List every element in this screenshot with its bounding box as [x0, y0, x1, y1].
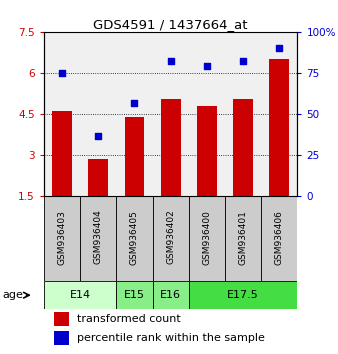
Text: E15: E15	[124, 290, 145, 300]
Point	[96, 133, 101, 138]
Bar	[225, 196, 261, 281]
Bar	[44, 196, 80, 281]
Bar	[269, 59, 289, 196]
Bar	[197, 106, 217, 196]
Bar	[52, 112, 72, 196]
Text: GSM936405: GSM936405	[130, 210, 139, 264]
Bar	[54, 312, 69, 326]
Point	[240, 59, 246, 64]
Bar	[261, 196, 297, 281]
Bar	[116, 196, 152, 281]
Bar	[124, 117, 144, 196]
Text: GSM936400: GSM936400	[202, 210, 211, 264]
Point	[204, 64, 210, 69]
Bar	[152, 196, 189, 281]
Point	[132, 100, 137, 105]
Text: age: age	[3, 290, 24, 300]
Bar	[152, 281, 189, 309]
Text: GSM936404: GSM936404	[94, 210, 103, 264]
Bar	[80, 196, 116, 281]
Bar	[88, 159, 108, 196]
Text: E14: E14	[70, 290, 91, 300]
Point	[59, 70, 65, 76]
Point	[168, 59, 173, 64]
Text: GSM936403: GSM936403	[57, 210, 67, 264]
Text: transformed count: transformed count	[77, 314, 180, 324]
Text: E17.5: E17.5	[227, 290, 259, 300]
Bar	[189, 196, 225, 281]
Bar	[54, 331, 69, 345]
Bar	[161, 99, 180, 196]
Point	[276, 45, 282, 51]
Bar	[44, 281, 116, 309]
Bar	[116, 281, 152, 309]
Bar	[233, 99, 253, 196]
Text: GSM936401: GSM936401	[239, 210, 248, 264]
Text: GSM936406: GSM936406	[275, 210, 284, 264]
Title: GDS4591 / 1437664_at: GDS4591 / 1437664_at	[93, 18, 248, 31]
Text: percentile rank within the sample: percentile rank within the sample	[77, 333, 265, 343]
Text: GSM936402: GSM936402	[166, 210, 175, 264]
Bar	[189, 281, 297, 309]
Text: E16: E16	[160, 290, 181, 300]
